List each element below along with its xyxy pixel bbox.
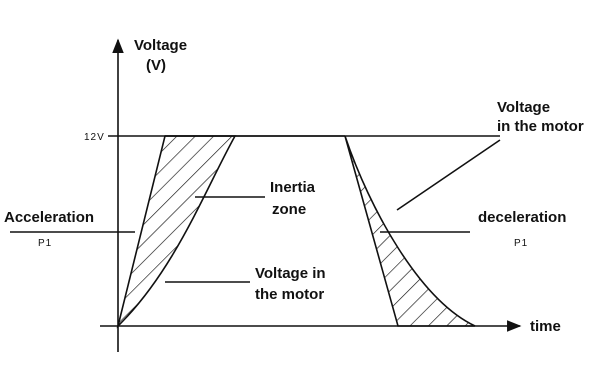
inertia-left bbox=[116, 135, 237, 329]
x-label: time bbox=[530, 318, 561, 335]
label: deceleration bbox=[478, 209, 566, 226]
label: zone bbox=[272, 201, 306, 218]
label: P1 bbox=[514, 238, 528, 249]
label: Acceleration bbox=[4, 209, 94, 226]
y-label: Voltage bbox=[134, 37, 187, 54]
label: Inertia bbox=[270, 179, 316, 196]
inertia-right bbox=[344, 135, 476, 327]
label: P1 bbox=[38, 238, 52, 249]
label: the motor bbox=[255, 286, 324, 303]
level-label: 12V bbox=[84, 132, 105, 143]
y-label: (V) bbox=[146, 57, 166, 74]
leader bbox=[396, 139, 501, 211]
label: in the motor bbox=[497, 118, 584, 135]
label: Voltage bbox=[497, 99, 550, 116]
label: Voltage in bbox=[255, 265, 326, 282]
